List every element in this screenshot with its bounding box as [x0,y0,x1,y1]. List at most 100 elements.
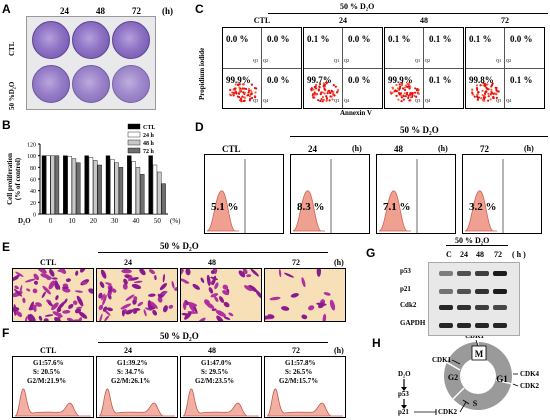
g1-stat: G1:57.6% [33,359,64,367]
g1-stat: G1:47.0% [201,359,232,367]
cell-cycle-plot: G1:39.2% S: 34.7% G2/M:26.1% [96,356,178,418]
d-col-label: 48 [394,144,403,154]
flow-plot: 0.1 % 0.0 % 99.7% 0.0 % Q1 Q2 Q3 Q4 [303,27,383,109]
label-p21: p21 [398,408,409,416]
cycle-center [460,358,496,394]
bar [161,183,166,215]
d-col-label: CTL [222,144,241,154]
g1-stat: G1:39.2% [117,359,148,367]
histogram-plot: 3.2 % [462,154,542,234]
g2m-stat: G2/M:21.9% [27,377,67,385]
a-time-24: 24 [60,6,69,16]
phase-g2: G2 [448,373,458,382]
quadrant-hline [223,68,301,69]
cell-stain [98,269,177,321]
panel-label-b: B [2,118,11,132]
bar [110,158,115,215]
e-col-label: CTL [40,258,57,267]
cell-stain [265,269,336,321]
c-ylabel: Propidium iodide [198,47,206,100]
quadrant-hline [304,68,382,69]
s-stat: S: 26.5% [285,368,313,376]
g-lane-label: 48 [476,250,484,259]
g-protein-label: p21 [400,285,411,293]
bar [84,155,89,215]
flow-dots [228,83,258,103]
quad-label-q2: Q2 [344,58,350,63]
c-col-label: 48 [420,16,428,25]
f-col-label: 72 [292,346,300,355]
flow-dots [310,81,340,103]
g-bracket [446,245,508,246]
e-unit: (h) [334,258,344,267]
quad-label-q3: Q3 [253,98,259,103]
bar [135,167,141,215]
quad-tr-value: 0.0 % [348,34,371,44]
blot-band [475,271,489,276]
bar [114,162,119,215]
x-axis-label: D₂O [18,217,31,225]
blot-band [493,323,507,328]
a-time-48: 48 [96,6,105,16]
d-unit: (h) [352,144,362,153]
y-tick-label: 40 [30,189,36,195]
g-lane-label: 24 [460,250,468,259]
blot-band [439,323,453,328]
y-tick-label: 60 [30,178,36,184]
blot-band [439,289,453,294]
d-col-label: 24 [308,144,317,154]
well-plate [26,16,156,110]
bar [54,155,60,215]
y-axis-label: Cell proliferation [6,153,14,205]
blot-band [475,323,489,328]
x-tick-label: 20 [90,217,98,225]
a-unit: (h) [162,6,173,16]
quadrant-hline [385,68,463,69]
g-protein-label: p53 [400,267,411,275]
g-lane-label: 72 [494,250,502,259]
cell-cycle-diagram: M G1 S G2 CDK1 CDK1 CDK4 CDK2 D₂O p53 p2… [398,332,540,416]
quad-label-q3: Q3 [415,98,421,103]
x-tick-label: 30 [111,217,119,225]
histogram-percent: 7.1 % [383,201,411,213]
quad-label-q4: Q4 [425,98,431,103]
western-blot [428,262,520,336]
quad-tr-value: 0.1 % [429,34,452,44]
well-d2o-48 [72,65,110,103]
well-d2o-24 [32,65,70,103]
blot-band [493,289,507,294]
bar [127,155,132,215]
well-d2o-72 [112,65,150,103]
blot-band [439,271,453,276]
micrograph [12,268,94,322]
quad-label-q2: Q2 [263,58,269,63]
bar [148,155,153,215]
quad-tl-value: 0.1 % [388,34,411,44]
label-cdk2-right: CDK2 [520,382,540,390]
quad-bl-value: 99.7% [307,75,332,85]
quad-bl-value: 99.8% [469,75,494,85]
phase-s: S [473,399,478,408]
s-stat: S: 29.5% [201,368,229,376]
y-axis-label: (% of control) [14,157,22,200]
panel-label-e: E [2,240,11,254]
bar [50,155,55,215]
histogram-plot: 7.1 % [376,154,456,234]
bar [46,155,51,215]
histogram-plot: 8.3 % [290,154,370,234]
c-col-label: 24 [339,16,347,25]
quad-label-q1: Q1 [496,58,502,63]
y-tick-label: 20 [30,201,36,207]
quad-label-q3: Q3 [496,98,502,103]
micrograph [264,268,346,322]
flow-plot: 0.0 % 0.0 % 99.9% 0.0 % Q1 Q2 Q3 Q4 [222,27,302,109]
legend-swatch [127,139,141,146]
y-tick-label: 0 [33,213,36,219]
g-protein-label: Cdk2 [400,301,417,309]
legend-label: 24 h [143,133,155,139]
flow-dots [389,81,420,103]
label-cdk4: CDK4 [520,370,540,378]
x-tick-label: 40 [133,217,141,225]
label-cdk1-left: CDK1 [432,356,452,364]
